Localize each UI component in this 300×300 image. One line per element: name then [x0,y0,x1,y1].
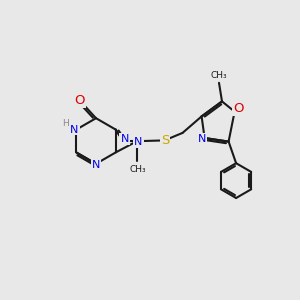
Text: S: S [161,134,169,147]
Text: O: O [233,102,244,115]
Text: H: H [62,118,69,127]
Text: N: N [70,124,79,135]
Text: N: N [197,134,206,144]
Text: CH₃: CH₃ [129,165,146,174]
Text: N: N [134,137,143,147]
Text: N: N [92,160,100,170]
Text: O: O [74,94,85,107]
Text: N: N [120,134,129,144]
Text: CH₃: CH₃ [210,71,227,80]
